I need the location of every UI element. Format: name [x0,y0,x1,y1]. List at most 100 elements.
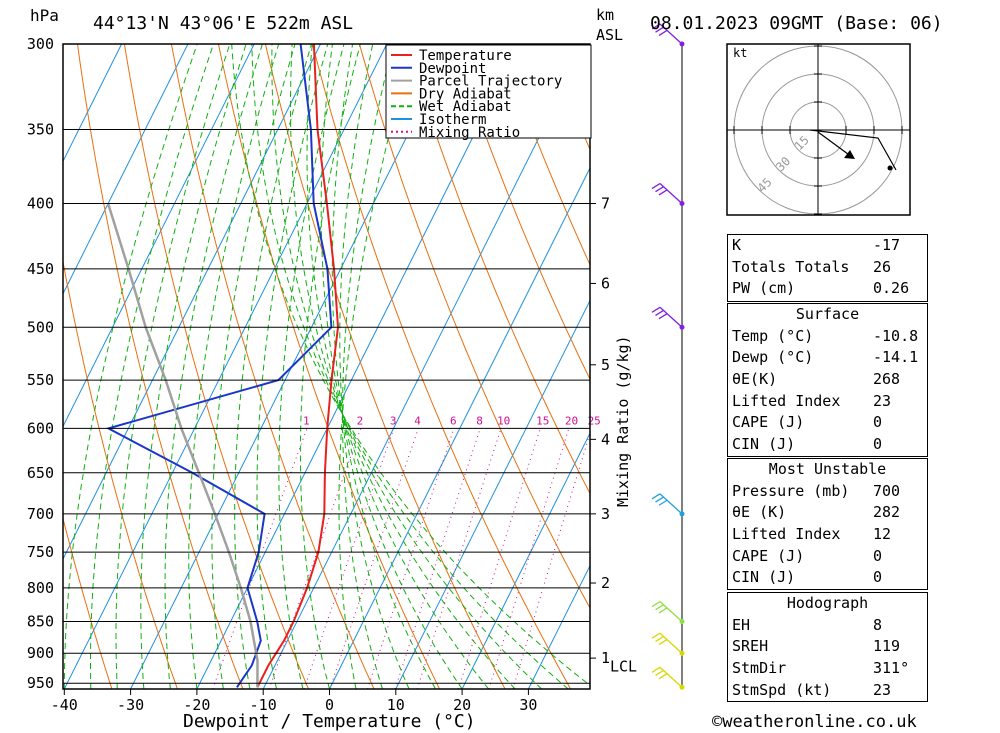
pressure-tick-label: 700 [27,505,54,523]
legend-label: Dewpoint [419,61,486,77]
wet-adiabat [140,44,247,689]
dry-adiabat [499,44,590,266]
storm-motion-arrow [817,131,853,158]
mixing-ratio-line [268,428,362,689]
hodograph-value: 8 [873,615,883,634]
surface-value: 23 [873,391,892,410]
pressure-tick-label: 350 [27,120,54,138]
most-unstable-row: CAPE (J) 0 [728,546,927,568]
mixing-ratio-label: 8 [476,414,483,427]
x-tick-label: -30 [117,696,144,714]
credit[interactable]: ©weatheronline.co.uk [712,712,917,732]
barb-flag [651,600,661,608]
barb-flag [658,639,668,646]
wet-adiabat [231,44,590,686]
wet-adiabat [342,44,394,689]
legend-box [385,44,592,139]
pressure-tick-label: 750 [27,543,54,561]
pressure-tick-label: 500 [27,318,54,336]
km-tick-label: 2 [601,574,610,592]
legend-label: Isotherm [419,112,486,128]
pressure-tick-label: 950 [27,674,54,692]
barb-flag [651,306,661,313]
wind-barb [651,182,683,205]
isotherm [63,44,255,428]
mixing-ratio-line [488,428,570,689]
mixing-ratio-line [458,428,541,689]
legend-label: Temperature [419,48,512,64]
legend-label: Parcel Trajectory [419,74,562,90]
surface-label: Temp (°C) [732,326,814,345]
barb-flag [658,313,668,320]
hodograph-row: StmSpd (kt) 23 [728,680,927,702]
wet-adiabat [115,44,231,689]
wind-barb [651,600,683,622]
isotherm [63,44,388,689]
plot-frame [62,43,591,690]
dry-adiabat [452,44,590,381]
wind-barb [651,23,683,45]
isotherm [63,44,189,295]
x-tick-label: -10 [250,696,277,714]
barb-flag [651,493,661,500]
wet-adiabat [63,44,198,689]
wet-adiabat [251,44,569,689]
barb-flag [655,635,664,642]
km-tick-label: 6 [601,274,610,292]
surface-value: 0 [873,435,883,454]
isotherm [63,44,123,163]
most-unstable-row: Lifted Index 12 [728,524,927,546]
surface-row: θE(K) 268 [728,369,927,391]
surface-label: Lifted Index [732,391,841,410]
mixing-ratio-line [212,428,308,689]
km-tick-label: 1 [601,649,610,667]
hodograph-label: StmDir [732,659,787,678]
legend-label: Wet Adiabat [419,99,512,115]
surface-box: Surface Temp (°C) -10.8 Dewp (°C) -14.1 θE(K… [727,303,928,457]
hodograph-label: EH [732,615,751,634]
pressure-tick-label: 900 [27,644,54,662]
isotherm [461,432,590,689]
barb-flag [651,666,661,673]
hodograph-value: 119 [873,637,901,656]
hodograph-point [887,165,893,171]
mixing-ratio-label: 2 [357,414,364,427]
mixing-ratio-label: 25 [588,414,601,427]
most-unstable-label: Lifted Index [732,525,841,544]
dry-adiabat [63,516,113,689]
most-unstable-label: θE (K) [732,503,787,522]
pw-value: 0.26 [873,279,910,298]
wet-adiabat [338,44,414,689]
most-unstable-title: Most Unstable [768,460,887,478]
barb-shaft [659,183,683,205]
most-unstable-box: Most Unstable Pressure (mb) 700 θE (K) 282 L… [727,458,928,591]
most-unstable-value: 282 [873,503,901,522]
dry-adiabat [170,44,375,689]
most-unstable-value: 12 [873,525,892,544]
surface-row: Dewp (°C) -14.1 [728,347,927,369]
mixing-ratio-line [394,428,481,689]
surface-value: 0 [873,413,883,432]
barb-flag [658,29,668,36]
barb-flag [658,189,668,196]
mixing-ratio-label: 20 [565,414,578,427]
legend-label: Mixing Ratio [419,125,520,141]
mixing-ratio-label: 6 [450,414,457,427]
surface-row: Temp (°C) -10.8 [728,326,927,348]
most-unstable-value: 700 [873,481,901,500]
most-unstable-label: CIN (J) [732,568,796,587]
pressure-tick-label: 400 [27,195,54,213]
indices-box: K -17 Totals Totals 26 PW (cm) 0.26 [727,234,928,302]
barb-flag [658,607,668,614]
hodograph-label: StmSpd (kt) [732,680,832,699]
most-unstable-label: Pressure (mb) [732,481,850,500]
barb-flag [655,604,664,611]
datetime-title: 08.01.2023 09GMT (Base: 06) [650,13,943,34]
x-tick-label: 0 [325,696,334,714]
mixing-ratio-label: 15 [536,414,549,427]
wet-adiabat [320,44,463,689]
surface-value: -10.8 [873,326,919,345]
